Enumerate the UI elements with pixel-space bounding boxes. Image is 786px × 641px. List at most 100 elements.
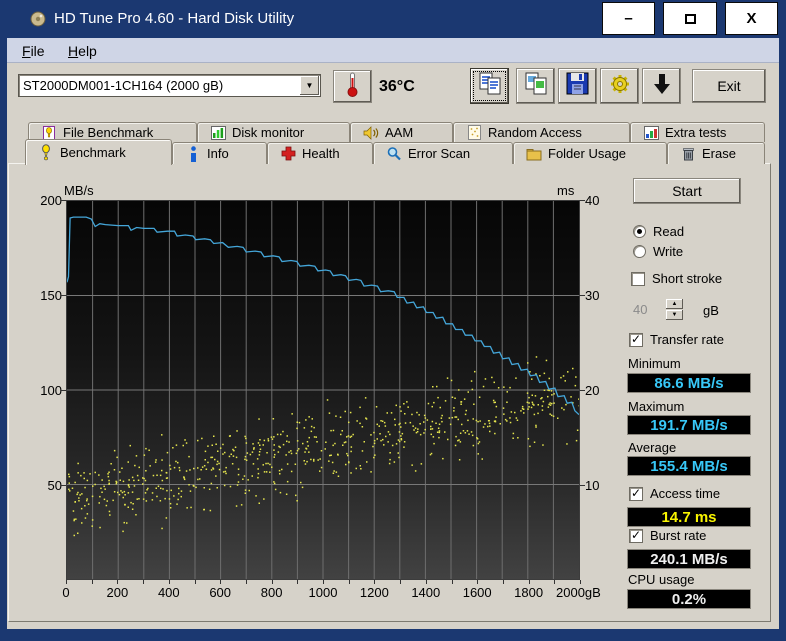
cpu-usage-value: 0.2% [627,589,751,609]
tab-random-access[interactable]: Random Access [453,122,630,142]
tab-label: Benchmark [60,145,126,160]
temperature-button[interactable] [333,70,372,103]
transfer-rate-checkbox[interactable]: Transfer rate [629,332,724,347]
extra-tests-icon [643,125,659,141]
menu-file[interactable]: File [22,43,45,59]
exit-button[interactable]: Exit [692,69,766,103]
options-icon [607,71,633,102]
folder-usage-icon [526,146,542,162]
access-time-label: Access time [650,486,721,501]
burst-rate-label: Burst rate [650,528,707,543]
short-stroke-size-field[interactable]: 40 [633,302,648,317]
short-stroke-unit: gB [703,303,719,318]
health-icon [280,146,296,162]
x-tick-label: 1000 [308,585,338,600]
dropdown-arrow-icon[interactable]: ▼ [300,76,319,95]
menu-help[interactable]: Help [68,43,97,59]
x-tick-label: 1800 [514,585,544,600]
x-tickmark [245,580,247,584]
start-button[interactable]: Start [633,178,741,204]
short-stroke-label: Short stroke [652,271,723,286]
x-tick-label: 2000gB [556,585,601,600]
checkbox-unchecked-icon [631,271,645,286]
tab-label: Info [207,146,229,161]
minimize-icon: – [624,10,633,27]
radio-unselected-icon [633,245,646,258]
menu-bar: File Help [7,38,779,63]
tab-aam[interactable]: AAM [350,122,453,142]
write-radio[interactable]: Write [633,244,683,259]
erase-icon [680,146,696,162]
short-stroke-checkbox[interactable]: Short stroke [631,271,722,286]
random-access-icon [466,125,482,141]
burst-rate-value: 240.1 MB/s [627,549,751,569]
y-left-unit: MB/s [64,183,94,198]
maximum-label: Maximum [628,399,685,414]
tab-label: Error Scan [408,146,471,161]
tab-label: Extra tests [665,125,727,140]
copy-screenshot-button[interactable] [516,68,555,104]
checkbox-checked-icon [629,528,643,543]
access-time-value: 14.7 ms [627,507,751,527]
x-tickmark [271,580,273,584]
cpu-usage-label: CPU usage [628,572,695,587]
maximize-icon [684,13,696,24]
spin-up-icon[interactable]: ▲ [666,299,683,309]
access-time-checkbox[interactable]: Access time [629,486,720,501]
y-right-tickmark [580,200,585,201]
y-right-unit: ms [557,183,575,198]
tab-info[interactable]: Info [172,142,267,164]
y-left-tickmark [61,390,66,391]
copy-text-button[interactable] [470,68,509,104]
drive-select-value: ST2000DM001-1CH164 (2000 gB) [23,78,224,93]
short-stroke-stepper[interactable]: ▲ ▼ [666,299,683,320]
download-arrow-icon [649,71,675,102]
y-right-tick-label: 30 [585,288,600,303]
options-button[interactable] [600,68,639,104]
maximize-button[interactable] [663,2,717,35]
save-button[interactable] [558,68,597,104]
error-scan-icon [386,146,402,162]
read-radio[interactable]: Read [633,224,684,239]
save-results-button[interactable] [642,68,681,104]
window-title: HD Tune Pro 4.60 - Hard Disk Utility [54,10,295,27]
tab-label: Disk monitor [232,125,305,140]
write-radio-label: Write [653,244,684,259]
y-left-tick-label: 100 [40,383,62,398]
tab-label: AAM [385,125,414,140]
y-right-tickmark [580,390,585,391]
x-tickmark [348,580,350,584]
tab-health[interactable]: Health [267,142,373,164]
tab-folder-usage[interactable]: Folder Usage [513,142,667,164]
tab-erase[interactable]: Erase [667,142,765,164]
minimum-label: Minimum [628,356,681,371]
close-button[interactable]: X [725,2,778,35]
tab-extra-tests[interactable]: Extra tests [630,122,765,142]
drive-select[interactable]: ST2000DM001-1CH164 (2000 gB) ▼ [18,74,321,97]
y-left-tick-label: 50 [47,478,62,493]
y-right-tickmark [580,485,585,486]
x-tick-label: 0 [62,585,70,600]
x-tick-label: 600 [209,585,232,600]
x-tickmark [477,580,479,584]
x-tickmark [323,580,324,584]
tab-file-benchmark[interactable]: File Benchmark [28,122,197,142]
y-left-tickmark [61,295,66,296]
tab-error-scan[interactable]: Error Scan [373,142,513,164]
x-tickmark [143,580,145,584]
tab-benchmark[interactable]: Benchmark [25,139,172,165]
spin-down-icon[interactable]: ▼ [666,310,683,320]
titlebar: HD Tune Pro 4.60 - Hard Disk Utility – X [0,0,786,38]
minimize-button[interactable]: – [602,2,655,35]
checkbox-checked-icon [629,332,643,347]
maximum-value: 191.7 MB/s [627,415,751,435]
x-tickmark [425,580,427,584]
tab-label: Erase [702,146,736,161]
tab-disk-monitor[interactable]: Disk monitor [197,122,350,142]
x-tickmark [528,580,530,584]
info-icon [185,145,201,162]
close-icon: X [746,10,757,27]
burst-rate-checkbox[interactable]: Burst rate [629,528,706,543]
